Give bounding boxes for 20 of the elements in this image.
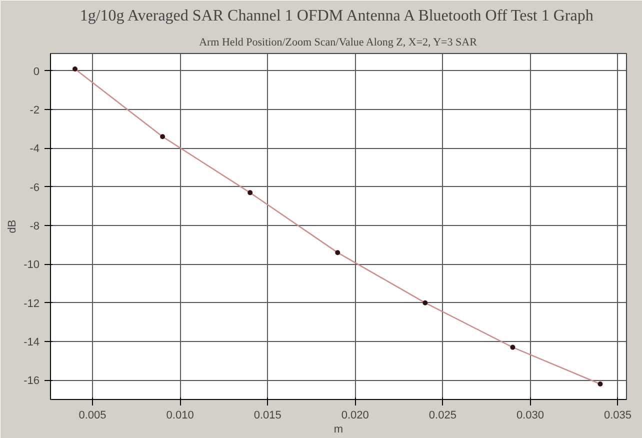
y-tick-label: -14 xyxy=(24,336,40,349)
x-tick-label: 0.035 xyxy=(604,410,632,422)
x-tick-label: 0.015 xyxy=(254,410,282,422)
y-tick-label: -12 xyxy=(24,298,40,310)
y-tick-label: -4 xyxy=(30,143,40,156)
y-tick-label: -6 xyxy=(30,182,40,194)
y-tick-label: -8 xyxy=(30,220,40,233)
y-tick-label: -10 xyxy=(24,259,40,272)
chart-title: 1g/10g Averaged SAR Channel 1 OFDM Antenna A Bluetooth Off Test 1 Graph xyxy=(80,8,594,24)
x-axis-title: m xyxy=(334,424,344,436)
y-axis-title: dB xyxy=(6,220,19,234)
chart-subtitle: Arm Held Position/Zoom Scan/Value Along Z, X=2, Y=3 SAR xyxy=(199,36,478,48)
x-tick-label: 0.025 xyxy=(428,410,456,422)
y-tick-label: 0 xyxy=(33,66,40,78)
y-tick-label: -2 xyxy=(30,104,40,117)
y-tick-label: -16 xyxy=(24,375,40,388)
x-tick-label: 0.020 xyxy=(341,410,369,422)
x-tick-label: 0.030 xyxy=(516,410,544,422)
x-tick-label: 0.010 xyxy=(166,410,194,422)
x-tick-label: 0.005 xyxy=(78,410,106,422)
